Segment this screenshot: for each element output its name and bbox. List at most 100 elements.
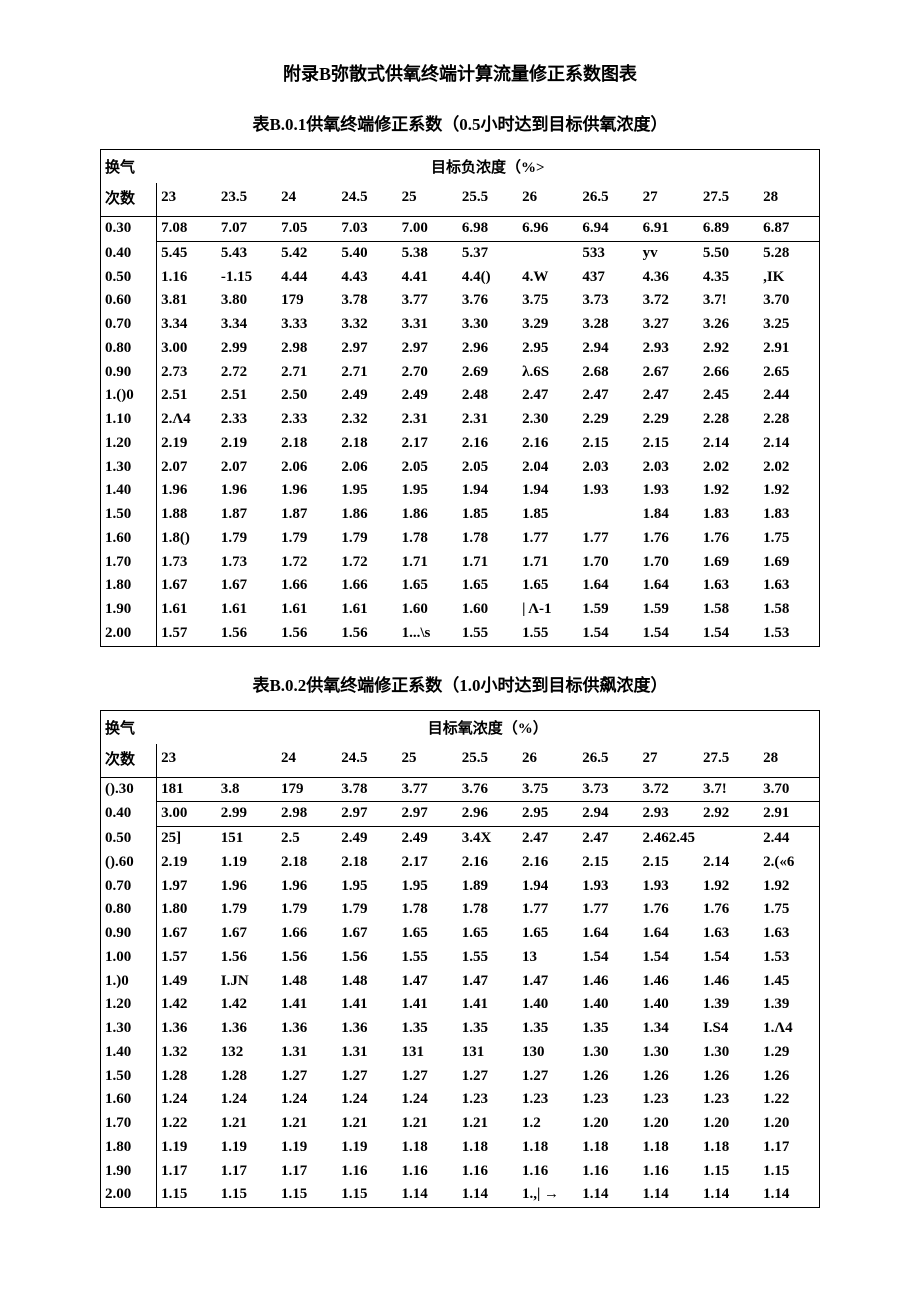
table1-cell: | Λ-1 — [518, 598, 578, 622]
table1-cell: 1.79 — [277, 527, 337, 551]
table2-cell: 1.31 — [337, 1041, 397, 1065]
table1-cell: 2.31 — [398, 408, 458, 432]
table1-cell: 1.61 — [157, 598, 217, 622]
table2-cell: 1.80 — [157, 898, 217, 922]
table1-row: 1.102.Λ42.332.332.322.312.312.302.292.29… — [101, 408, 820, 432]
table1-cell: 179 — [277, 289, 337, 313]
table1-cell: 2.28 — [759, 408, 819, 432]
table1-cell: 1.88 — [157, 503, 217, 527]
table2-cell: 2.95 — [518, 802, 578, 827]
table2-cell: 1.67 — [217, 922, 277, 946]
table1-row-header-1: 换气 — [101, 150, 157, 184]
table2-col-header: 23 — [157, 744, 217, 778]
table1-row: 1.501.881.871.871.861.861.851.851.841.83… — [101, 503, 820, 527]
table1-cell: 1.79 — [217, 527, 277, 551]
table2-cell: I.JN — [217, 970, 277, 994]
table2-cell: 1.45 — [759, 970, 819, 994]
table2-cell: 2.92 — [699, 802, 759, 827]
table2-cell: 1.79 — [277, 898, 337, 922]
table1-cell: 2.68 — [578, 361, 638, 385]
table2-cell: 1.47 — [458, 970, 518, 994]
table1-cell: 5.38 — [398, 241, 458, 265]
table2-cell: 1.23 — [578, 1088, 638, 1112]
table1-cell: 1.16 — [157, 266, 217, 290]
table1-row: 1.()02.512.512.502.492.492.482.472.472.4… — [101, 384, 820, 408]
table2-cell: 1.14 — [759, 1183, 819, 1207]
table2-cell: 2.91 — [759, 802, 819, 827]
table1-cell: 2.44 — [759, 384, 819, 408]
table2-cell: 1.20 — [699, 1112, 759, 1136]
table1-cell: 1.65 — [458, 574, 518, 598]
table2-col-header: 27 — [638, 744, 699, 778]
table2-cell: 1.24 — [217, 1088, 277, 1112]
table1-cell: 2.92 — [699, 337, 759, 361]
table2-cell: 1.54 — [699, 946, 759, 970]
table2-cell: 1.15 — [337, 1183, 397, 1207]
table2-cell: 1.42 — [157, 993, 217, 1017]
table2-cell — [699, 827, 759, 851]
table1-cell: 1.77 — [518, 527, 578, 551]
table1-cell: 1.56 — [217, 622, 277, 646]
table2-cell: 1.21 — [217, 1112, 277, 1136]
table2-cell: 1.47 — [518, 970, 578, 994]
table1-cell: 2.02 — [759, 456, 819, 480]
table2-cell: 2.15 — [578, 851, 638, 875]
table2-cell: 1.27 — [277, 1065, 337, 1089]
table2-cell: 1.46 — [638, 970, 699, 994]
table1-cell: 1.95 — [337, 479, 397, 503]
table2-row-label: 1.20 — [101, 993, 157, 1017]
table2-cell: 1.17 — [217, 1160, 277, 1184]
table2-cell: 1.19 — [337, 1136, 397, 1160]
table1-cell: 1.96 — [277, 479, 337, 503]
table1-cell: 2.28 — [699, 408, 759, 432]
table2-cell: 1.41 — [398, 993, 458, 1017]
table2-cell: 1.65 — [398, 922, 458, 946]
table1-cell: 2.16 — [458, 432, 518, 456]
table1-cell: 5.42 — [277, 241, 337, 265]
table1-cell: 1.57 — [157, 622, 217, 646]
table2-cell: 1.46 — [699, 970, 759, 994]
table2-cell: 1.27 — [518, 1065, 578, 1089]
table2-cell: 1.22 — [157, 1112, 217, 1136]
table1-cell: 2.48 — [458, 384, 518, 408]
table1-row: 1.901.611.611.611.611.601.60| Λ-11.591.5… — [101, 598, 820, 622]
table1-cell: 7.05 — [277, 217, 337, 242]
table2-cell: 1.42 — [217, 993, 277, 1017]
table2-cell: 1.76 — [699, 898, 759, 922]
table2-col-header: 25 — [398, 744, 458, 778]
table2-cell: 1.27 — [337, 1065, 397, 1089]
table1-cell — [578, 503, 638, 527]
table1-cell: 4.35 — [699, 266, 759, 290]
table2-row: 1.501.281.281.271.271.271.271.271.261.26… — [101, 1065, 820, 1089]
table2-cell: 1.48 — [337, 970, 397, 994]
table1-cell: 3.70 — [759, 289, 819, 313]
table2-row: 1.901.171.171.171.161.161.161.161.161.16… — [101, 1160, 820, 1184]
table1-cell: 1.71 — [398, 551, 458, 575]
table1-cell: 2.06 — [337, 456, 397, 480]
table1-cell: 5.28 — [759, 241, 819, 265]
table1-row: 0.405.455.435.425.405.385.37533yv5.505.2… — [101, 241, 820, 265]
table1-col-header: 26.5 — [578, 183, 638, 217]
table2-row-header-2: 次数 — [101, 744, 157, 778]
table2-cell: 2.99 — [217, 802, 277, 827]
table1-cell: 1.60 — [458, 598, 518, 622]
table1-cell: 2.18 — [337, 432, 397, 456]
table2-cell: 1.55 — [458, 946, 518, 970]
table2-cell: 1.16 — [458, 1160, 518, 1184]
table1-cell: 1.70 — [639, 551, 699, 575]
table2-cell: 3.78 — [337, 777, 397, 802]
table2-cell: 1.15 — [217, 1183, 277, 1207]
table2-cell: 1.96 — [277, 875, 337, 899]
table1-cell: 2.15 — [639, 432, 699, 456]
table2-cell: 2.49 — [337, 827, 397, 851]
table2-cell: 1.30 — [578, 1041, 638, 1065]
table1-cell: 2.65 — [759, 361, 819, 385]
table1-cell: 1.86 — [337, 503, 397, 527]
table2-cell: 1.94 — [518, 875, 578, 899]
table1-cell: 1.58 — [699, 598, 759, 622]
table2-cell: 1.26 — [759, 1065, 819, 1089]
table2-cell: 2.17 — [398, 851, 458, 875]
table1-row-label: 1.30 — [101, 456, 157, 480]
table1-cell: 1.61 — [217, 598, 277, 622]
table2-cell: 1.39 — [699, 993, 759, 1017]
